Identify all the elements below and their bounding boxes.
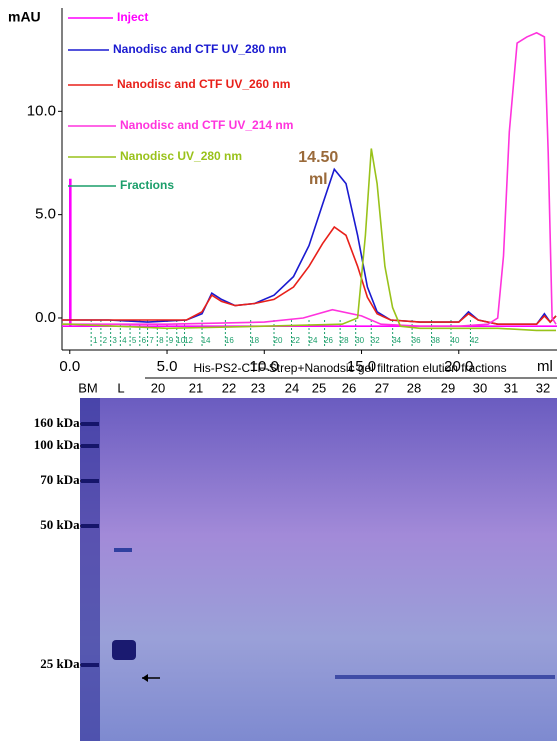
- legend-label: Nanodisc and CTF UV_214 nm: [120, 118, 293, 132]
- gel-background: [80, 398, 557, 741]
- fraction-label: 7: [149, 336, 154, 345]
- ladder-lane: [80, 398, 100, 741]
- legend-label: Nanodisc and CTF UV_260 nm: [117, 77, 290, 91]
- fraction-label: 42: [470, 336, 479, 345]
- gel-title: His-PS2-CTF-Strep+Nanodsic gel filtratio…: [193, 361, 506, 375]
- marker-label: 50 kDa-: [40, 517, 84, 532]
- fraction-label: 10: [176, 336, 185, 345]
- marker-label: 160 kDa-: [34, 415, 84, 430]
- fraction-label: 32: [371, 336, 380, 345]
- fraction-label: 4: [122, 336, 127, 345]
- fraction-label: 6: [142, 336, 147, 345]
- band: [335, 675, 555, 679]
- marker-label: 25 kDa-: [40, 656, 84, 671]
- y-tick-label: 10.0: [27, 102, 56, 119]
- lane-label: 27: [375, 380, 389, 395]
- lane-label: BM: [78, 380, 98, 395]
- series-line: [62, 225, 557, 325]
- x-tick-label: 15.0: [347, 358, 376, 375]
- fraction-label: 36: [412, 336, 421, 345]
- fraction-label: 24: [309, 336, 318, 345]
- lane-label: 30: [473, 380, 487, 395]
- fraction-label: 16: [225, 336, 234, 345]
- fraction-label: 28: [340, 336, 349, 345]
- lane-label: 22: [222, 380, 236, 395]
- lane-label: 32: [536, 380, 550, 395]
- fraction-label: 3: [112, 336, 117, 345]
- arrow-head: [142, 674, 148, 682]
- fraction-label: 20: [274, 336, 283, 345]
- fraction-label: 30: [355, 336, 364, 345]
- fraction-label: 14: [202, 336, 211, 345]
- series-line: [62, 178, 557, 327]
- fraction-label: 40: [451, 336, 460, 345]
- x-tick-label: 5.0: [157, 358, 178, 375]
- fraction-label: 38: [431, 336, 440, 345]
- series-line: [62, 148, 556, 332]
- x-tick-label: 10.0: [250, 358, 279, 375]
- lane-label: 23: [251, 380, 265, 395]
- lane-label: 21: [189, 380, 203, 395]
- ladder-band: [81, 444, 99, 448]
- legend-label: Fractions: [120, 178, 174, 192]
- ladder-band: [81, 422, 99, 426]
- gel-image: [80, 398, 557, 741]
- fraction-label: 12: [184, 336, 193, 345]
- band: [114, 548, 132, 552]
- marker-label: 100 kDa-: [34, 437, 84, 452]
- fraction-label: 26: [324, 336, 333, 345]
- annotation: ml: [309, 171, 328, 188]
- lane-label: 20: [151, 380, 165, 395]
- lane-label: 28: [407, 380, 421, 395]
- legend-label: Inject: [117, 10, 148, 24]
- lane-label: 29: [441, 380, 455, 395]
- ladder-band: [81, 524, 99, 528]
- fraction-label: 1: [93, 336, 98, 345]
- lane-label: 26: [342, 380, 356, 395]
- fraction-label: 2: [103, 336, 108, 345]
- lane-label: L: [117, 380, 124, 395]
- lane-label: 25: [312, 380, 326, 395]
- y-axis-label: mAU: [8, 9, 41, 25]
- series-line: [62, 167, 557, 325]
- fraction-label: 34: [392, 336, 401, 345]
- legend-label: Nanodisc UV_280 nm: [120, 149, 242, 163]
- lane-label: 24: [285, 380, 299, 395]
- y-tick-label: 0.0: [35, 309, 56, 326]
- fraction-label: 5: [132, 336, 137, 345]
- y-tick-label: 5.0: [35, 206, 56, 223]
- ladder-band: [81, 479, 99, 483]
- series-line: [62, 31, 557, 327]
- x-axis-label: ml: [537, 358, 553, 375]
- x-tick-label: 20.0: [444, 358, 473, 375]
- band: [112, 640, 136, 660]
- lane-label: 31: [504, 380, 518, 395]
- fraction-label: 9: [169, 336, 174, 345]
- fraction-label: 18: [250, 336, 259, 345]
- x-tick-label: 0.0: [59, 358, 80, 375]
- marker-label: 70 kDa-: [40, 472, 84, 487]
- fraction-label: 22: [291, 336, 300, 345]
- annotation: 14.50: [298, 149, 338, 166]
- legend-label: Nanodisc and CTF UV_280 nm: [113, 42, 286, 56]
- ladder-band: [81, 663, 99, 667]
- fraction-label: 8: [159, 336, 164, 345]
